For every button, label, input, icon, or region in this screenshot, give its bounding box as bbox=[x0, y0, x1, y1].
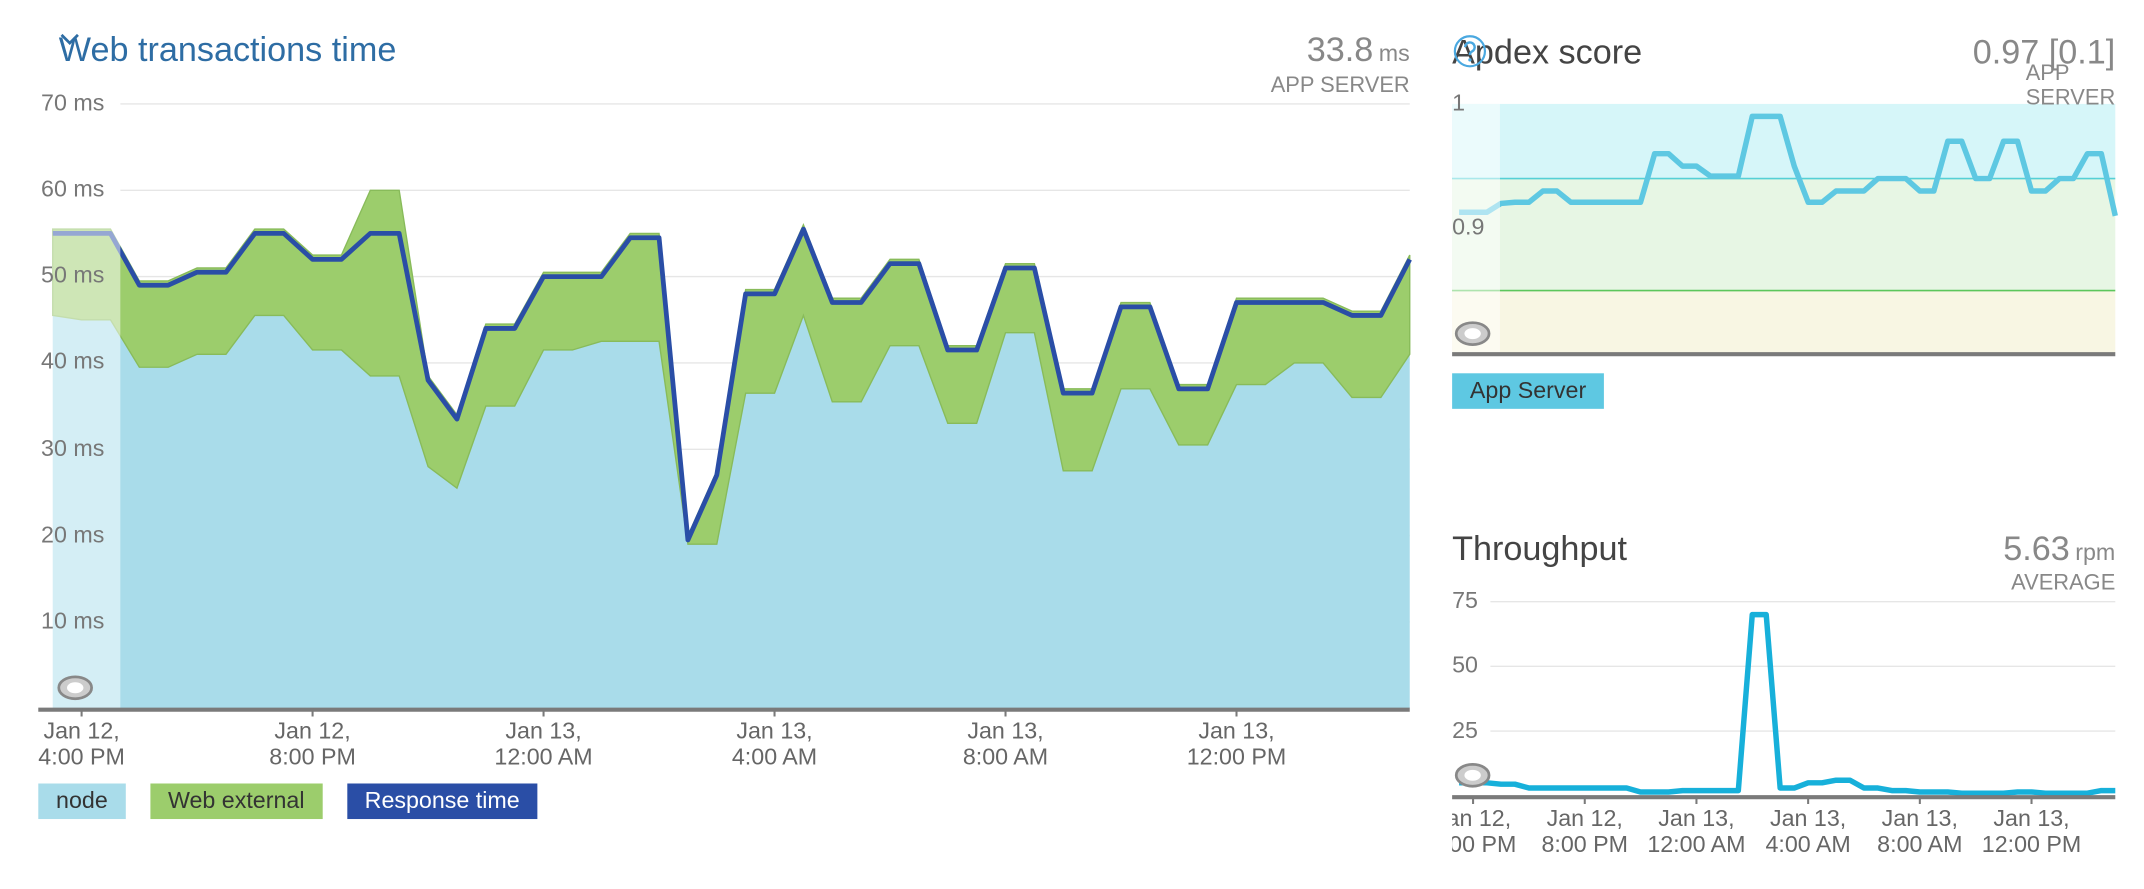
chart-header: Throughput bbox=[1452, 530, 1627, 570]
x-tick-label: Jan 12, 8:00 PM bbox=[1541, 805, 1629, 857]
eye-icon-pupil bbox=[1464, 769, 1481, 781]
summary-subtitle: APP SERVER bbox=[2025, 62, 2116, 110]
x-tick-label: Jan 12, 8:00 PM bbox=[269, 717, 356, 770]
y-tick-label: 60 ms bbox=[41, 176, 105, 203]
out-of-range-overlay bbox=[1452, 87, 1500, 353]
chart-title[interactable]: Web transactions time bbox=[58, 30, 397, 70]
x-tick-label: Jan 13, 12:00 PM bbox=[1186, 717, 1287, 770]
y-tick-label: 20 ms bbox=[41, 521, 105, 548]
line bbox=[1459, 113, 2118, 217]
summary-value: 0.97 [0.1] bbox=[1973, 34, 2116, 74]
summary-unit: rpm bbox=[2075, 539, 2116, 566]
legend: node Web external Response time bbox=[38, 783, 538, 820]
y-tick-label: 70 ms bbox=[41, 89, 105, 116]
band-fair bbox=[1452, 290, 2116, 353]
summary-number: 5.63 bbox=[2003, 529, 2070, 569]
y-tick-label: 50 bbox=[1452, 652, 1478, 679]
line bbox=[1459, 611, 2116, 796]
y-tick-label: 75 bbox=[1452, 587, 1478, 614]
y-tick-label: 0.9 bbox=[1452, 214, 1485, 241]
x-tick-label: Jan 12, 4:00 PM bbox=[1452, 805, 1517, 857]
x-tick-label: Jan 13, 12:00 PM bbox=[1981, 805, 2082, 857]
chart-header: Apdex score bbox=[1452, 34, 1658, 74]
legend: App Server bbox=[1452, 373, 1604, 409]
x-tick-labels: Jan 12, 4:00 PM Jan 12, 8:00 PM Jan 13, 12… bbox=[1452, 804, 2143, 872]
out-of-range-overlay bbox=[38, 87, 121, 709]
y-tick-label: 50 ms bbox=[41, 262, 105, 289]
y-tick-label: 25 bbox=[1452, 716, 1478, 743]
y-tick-label: 40 ms bbox=[41, 348, 105, 375]
y-tick-label: 1 bbox=[1452, 89, 1466, 116]
band-good bbox=[1452, 178, 2116, 291]
y-tick-label: 10 ms bbox=[41, 607, 105, 634]
chart-header: Web transactions time bbox=[59, 31, 413, 71]
summary-number: 0.97 [0.1] bbox=[1972, 33, 2116, 72]
summary-value: 33.8 ms bbox=[1307, 31, 1410, 71]
line bbox=[52, 226, 1412, 543]
eye-icon-pupil bbox=[67, 682, 84, 694]
summary-subtitle: AVERAGE bbox=[2011, 571, 2116, 596]
summary-subtitle: APP SERVER bbox=[1270, 74, 1410, 98]
x-tick-label: Jan 13, 12:00 AM bbox=[1647, 805, 1746, 857]
legend-item[interactable]: App Server bbox=[1452, 373, 1604, 409]
legend-item[interactable]: Response time bbox=[346, 783, 538, 820]
x-tick-label: Jan 13, 8:00 AM bbox=[1877, 805, 1963, 857]
x-tick-label: Jan 13, 4:00 AM bbox=[1765, 805, 1851, 857]
x-tick-labels: Jan 12, 4:00 PM Jan 12, 8:00 PM Jan 13, 12… bbox=[38, 716, 1437, 784]
summary-unit: ms bbox=[1378, 40, 1410, 67]
x-tick-label: Jan 13, 12:00 AM bbox=[494, 717, 593, 770]
summary-value: 5.63 rpm bbox=[2003, 530, 2115, 570]
legend-item[interactable]: Web external bbox=[150, 783, 323, 820]
x-tick-label: Jan 13, 8:00 AM bbox=[962, 717, 1049, 770]
y-tick-label: 30 ms bbox=[41, 435, 105, 462]
legend-item[interactable]: node bbox=[38, 783, 126, 820]
summary-number: 33.8 bbox=[1306, 30, 1374, 70]
area bbox=[52, 315, 1410, 709]
eye-icon-pupil bbox=[1464, 328, 1481, 340]
x-tick-label: Jan 12, 4:00 PM bbox=[38, 717, 125, 770]
x-tick-label: Jan 13, 4:00 AM bbox=[731, 717, 818, 770]
chart-title: Throughput bbox=[1452, 529, 1627, 569]
